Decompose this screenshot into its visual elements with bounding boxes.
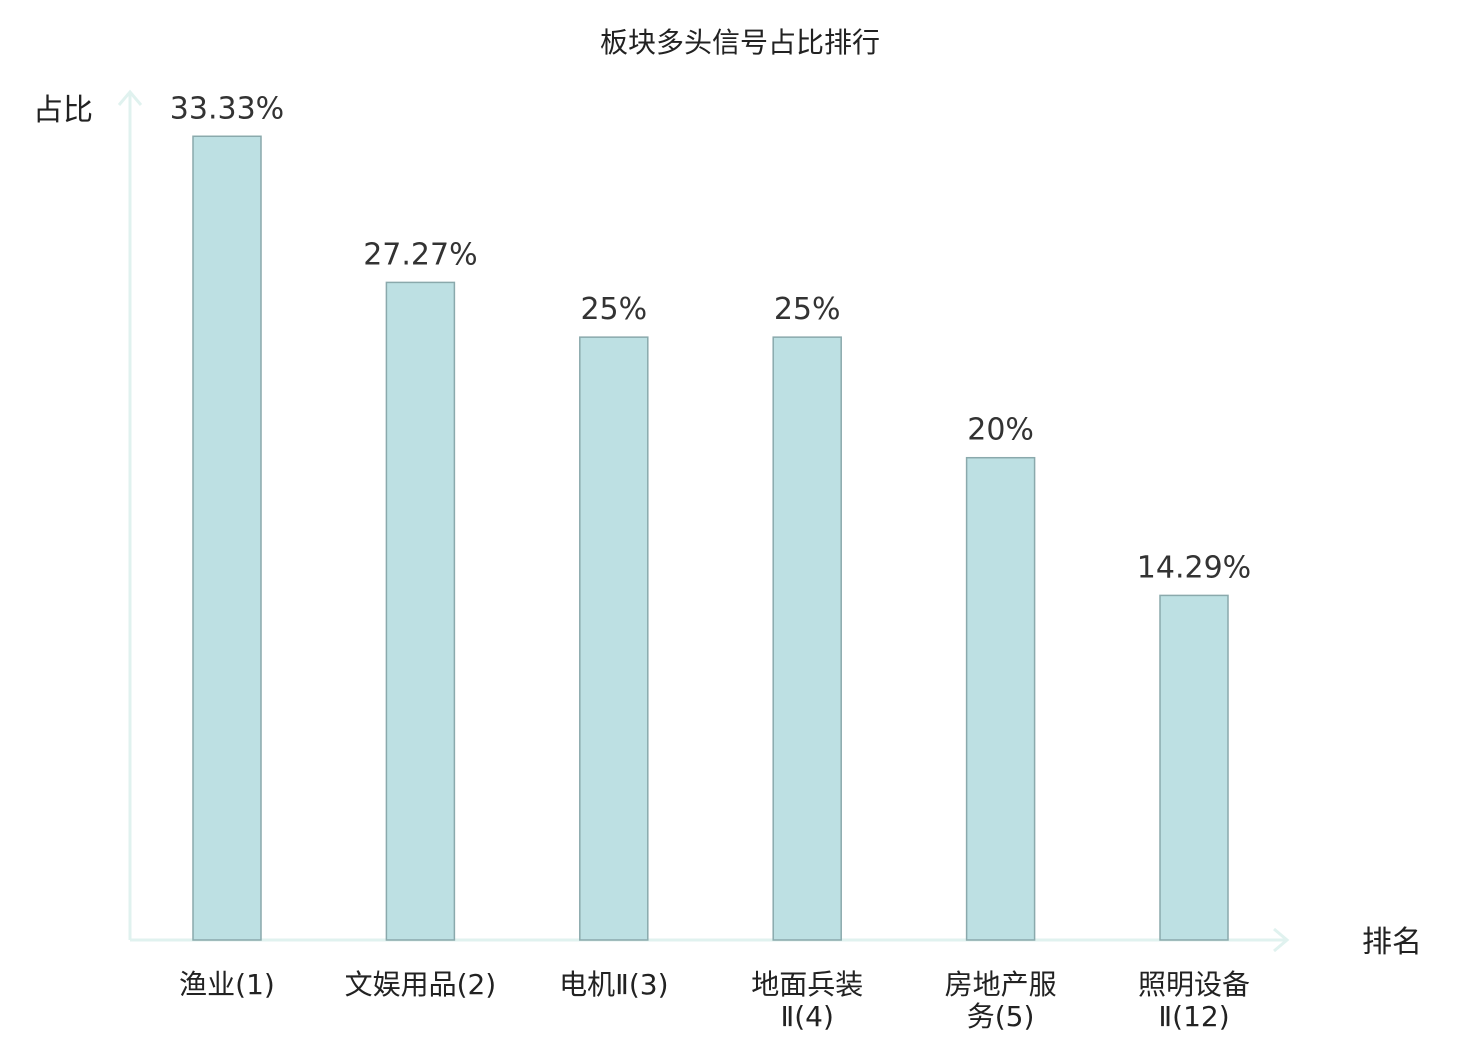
value-label-3: 25%: [580, 292, 647, 327]
category-label-line: 文娱用品(2): [345, 968, 497, 1001]
chart-title: 板块多头信号占比排行: [600, 26, 880, 59]
bar-1: [192, 135, 262, 941]
x-axis-arrow: [1273, 927, 1290, 953]
bars-group: [192, 135, 1229, 941]
value-label-2: 27.27%: [363, 237, 477, 272]
category-label-line: 渔业(1): [179, 968, 275, 1001]
category-label-line: 房地产服: [945, 968, 1057, 1001]
category-label-line: 务(5): [967, 1000, 1035, 1033]
y-axis-arrow: [117, 89, 143, 106]
category-labels-group: 渔业(1) 文娱用品(2) 电机Ⅱ(3) 地面兵装 Ⅱ(4)房地产服务(5)照明设备 Ⅱ(…: [179, 968, 1250, 1033]
bar-4: [772, 336, 842, 941]
y-axis: [117, 89, 143, 940]
category-label-line: 地面兵装: [751, 968, 863, 1001]
y-axis-label: 占比: [33, 93, 93, 128]
value-label-1: 33.33%: [170, 91, 284, 126]
bar-2: [385, 281, 456, 941]
category-label-line: 照明设备: [1138, 968, 1250, 1001]
category-label-3: 电机Ⅱ(3): [559, 968, 668, 1001]
x-axis-label: 排名: [1362, 925, 1422, 960]
category-label-1: 渔业(1): [179, 968, 275, 1001]
category-label-4: 地面兵装 Ⅱ(4): [751, 968, 863, 1033]
bar-6: [1159, 594, 1229, 941]
value-labels-group: 33.33% 27.27% 25% 25% 20% 14.29%: [170, 91, 1251, 585]
value-label-6: 14.29%: [1137, 550, 1251, 585]
category-label-line: Ⅱ(12): [1158, 1000, 1229, 1033]
category-label-line: 电机Ⅱ(3): [559, 968, 668, 1001]
value-label-5: 20%: [967, 413, 1034, 448]
bar-5: [965, 456, 1036, 941]
x-axis: [130, 927, 1290, 953]
value-label-4: 25%: [774, 292, 841, 327]
bar-3: [579, 336, 649, 941]
category-label-2: 文娱用品(2): [345, 968, 497, 1001]
category-label-line: Ⅱ(4): [780, 1000, 833, 1033]
category-label-6: 照明设备 Ⅱ(12): [1138, 968, 1250, 1033]
category-label-5: 房地产服务(5): [945, 968, 1057, 1033]
